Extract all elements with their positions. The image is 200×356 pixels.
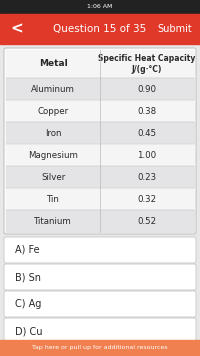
Text: A) Fe: A) Fe xyxy=(15,245,40,255)
Bar xyxy=(6,78,194,100)
FancyBboxPatch shape xyxy=(4,237,196,263)
Bar xyxy=(6,166,194,188)
Text: Specific Heat Capacity
J/(g·°C): Specific Heat Capacity J/(g·°C) xyxy=(98,54,196,74)
Bar xyxy=(6,188,194,210)
FancyBboxPatch shape xyxy=(4,48,196,234)
Text: 0.38: 0.38 xyxy=(137,106,157,115)
Text: 0.45: 0.45 xyxy=(137,129,157,137)
FancyBboxPatch shape xyxy=(4,264,196,290)
Text: C) Ag: C) Ag xyxy=(15,299,41,309)
FancyBboxPatch shape xyxy=(4,318,196,344)
Text: 0.90: 0.90 xyxy=(138,84,156,94)
Text: <: < xyxy=(10,21,23,37)
Text: D) Cu: D) Cu xyxy=(15,326,42,336)
Text: Submit: Submit xyxy=(157,24,192,34)
Bar xyxy=(0,14,200,44)
Text: Tin: Tin xyxy=(47,194,59,204)
Text: 1:06 AM: 1:06 AM xyxy=(87,5,113,10)
Text: Iron: Iron xyxy=(45,129,61,137)
Text: 1.00: 1.00 xyxy=(137,151,157,159)
Text: 0.23: 0.23 xyxy=(137,173,157,182)
Bar xyxy=(6,122,194,144)
Text: B) Sn: B) Sn xyxy=(15,272,41,282)
Bar xyxy=(6,50,194,78)
Text: Aluminum: Aluminum xyxy=(31,84,75,94)
Bar xyxy=(6,210,194,232)
Text: Magnesium: Magnesium xyxy=(28,151,78,159)
Text: Question 15 of 35: Question 15 of 35 xyxy=(53,24,147,34)
FancyBboxPatch shape xyxy=(4,291,196,317)
Bar xyxy=(6,144,194,166)
Text: Tap here or pull up for additional resources: Tap here or pull up for additional resou… xyxy=(32,346,168,351)
Text: Copper: Copper xyxy=(37,106,69,115)
Bar xyxy=(6,100,194,122)
Bar xyxy=(0,340,200,356)
Text: Silver: Silver xyxy=(41,173,65,182)
Text: 0.32: 0.32 xyxy=(137,194,157,204)
Bar xyxy=(0,0,200,14)
Text: 0.52: 0.52 xyxy=(137,216,157,225)
Text: Titanium: Titanium xyxy=(34,216,72,225)
Text: Metal: Metal xyxy=(39,59,67,68)
